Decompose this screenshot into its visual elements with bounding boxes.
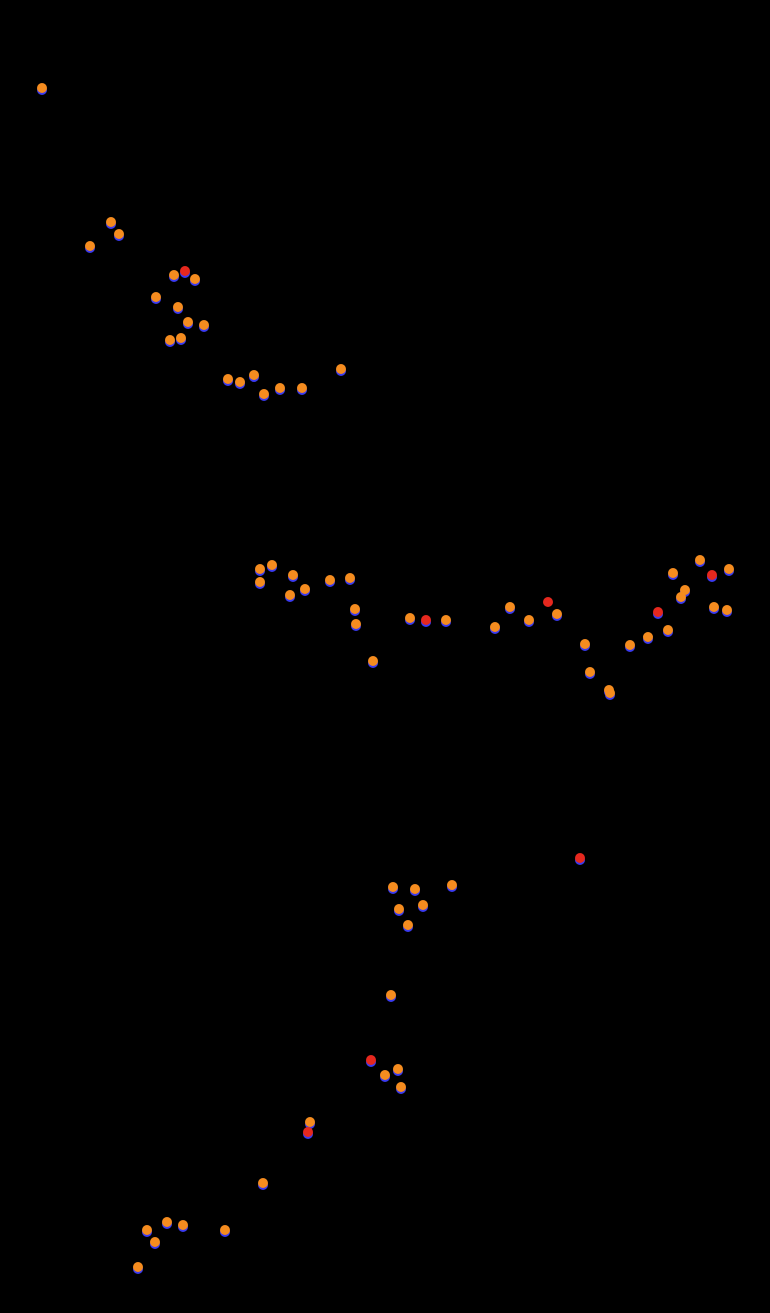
data-point (142, 1225, 152, 1235)
data-point (178, 1220, 188, 1230)
data-point (255, 577, 265, 587)
data-point (300, 584, 310, 594)
data-point (524, 615, 534, 625)
data-point (345, 573, 355, 583)
data-point (249, 370, 259, 380)
data-point (106, 217, 116, 227)
data-point (707, 570, 717, 580)
data-point (288, 570, 298, 580)
data-point (151, 292, 161, 302)
data-point (393, 1064, 403, 1074)
data-point (653, 607, 663, 617)
data-point (410, 884, 420, 894)
data-point (643, 632, 653, 642)
data-point (695, 555, 705, 565)
data-point (267, 560, 277, 570)
data-point (85, 241, 95, 251)
data-point (297, 383, 307, 393)
data-point (403, 920, 413, 930)
chart-canvas (0, 0, 770, 1313)
data-point (396, 1082, 406, 1092)
chart-background (0, 0, 770, 1313)
data-point (275, 383, 285, 393)
data-point (173, 302, 183, 312)
data-point (303, 1127, 313, 1137)
data-point (259, 389, 269, 399)
data-point (552, 609, 562, 619)
data-point (668, 568, 678, 578)
data-point (199, 320, 209, 330)
data-point (180, 266, 190, 276)
data-point (235, 377, 245, 387)
data-point (722, 605, 732, 615)
data-point (447, 880, 457, 890)
data-point (605, 688, 615, 698)
data-point (133, 1262, 143, 1272)
data-point (490, 622, 500, 632)
data-point (575, 853, 585, 863)
data-point (366, 1055, 376, 1065)
data-point (386, 990, 396, 1000)
data-point (680, 585, 690, 595)
data-point (441, 615, 451, 625)
data-point (114, 229, 124, 239)
data-point (663, 625, 673, 635)
data-point (165, 335, 175, 345)
scatter-chart (0, 0, 770, 1313)
data-point (285, 590, 295, 600)
data-point (543, 597, 553, 607)
data-point (37, 83, 47, 93)
data-point (380, 1070, 390, 1080)
data-point (183, 317, 193, 327)
data-point (405, 613, 415, 623)
data-point (150, 1237, 160, 1247)
data-point (351, 619, 361, 629)
data-point (625, 640, 635, 650)
data-point (176, 333, 186, 343)
data-point (724, 564, 734, 574)
data-point (255, 564, 265, 574)
data-point (421, 615, 431, 625)
data-point (325, 575, 335, 585)
data-point (190, 274, 200, 284)
data-point (394, 904, 404, 914)
data-point (368, 656, 378, 666)
data-point (162, 1217, 172, 1227)
data-point (336, 364, 346, 374)
data-point (580, 639, 590, 649)
data-point (223, 374, 233, 384)
data-point (418, 900, 428, 910)
data-point (709, 602, 719, 612)
data-point (169, 270, 179, 280)
data-point (388, 882, 398, 892)
data-point (585, 667, 595, 677)
data-point (220, 1225, 230, 1235)
data-point (258, 1178, 268, 1188)
data-point (505, 602, 515, 612)
data-point (350, 604, 360, 614)
data-point (305, 1117, 315, 1127)
